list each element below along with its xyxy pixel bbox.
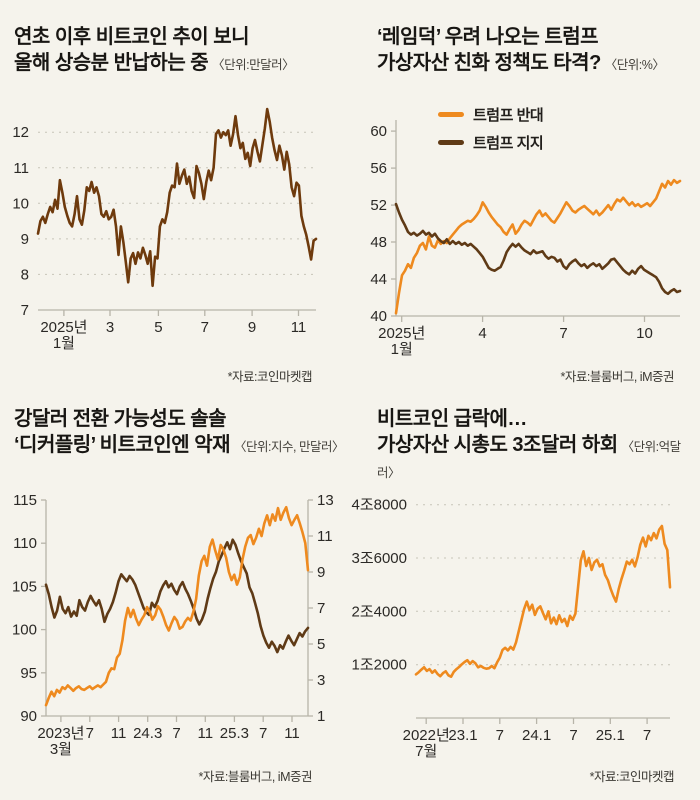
svg-text:1월: 1월 xyxy=(391,341,413,358)
svg-text:23.1: 23.1 xyxy=(448,727,477,744)
svg-text:3조6000: 3조6000 xyxy=(351,550,407,567)
source-label: *자료:블룸버그, iM증권 xyxy=(560,370,675,384)
svg-text:100: 100 xyxy=(12,622,37,639)
svg-text:4: 4 xyxy=(478,325,486,342)
svg-text:7: 7 xyxy=(569,727,577,744)
svg-text:48: 48 xyxy=(370,234,387,251)
panel-dollar-vs-btc: 강달러 전환 가능성도 솔솔 ‘디커플링’ 비트코인엔 악재 〈단위:지수, 만달… xyxy=(0,400,350,800)
title-line-1: 연초 이후 비트코인 추이 보니 xyxy=(14,26,250,48)
svg-text:10: 10 xyxy=(636,325,653,342)
legend: 트럼프 반대 트럼프 지지 xyxy=(438,104,544,153)
svg-text:7: 7 xyxy=(21,302,29,319)
chart-title: 연초 이후 비트코인 추이 보니 올해 상승분 반납하는 중 〈단위:만달러〉 xyxy=(0,0,350,88)
svg-text:7: 7 xyxy=(643,727,651,744)
title-line-2: 가상자산 시총도 3조달러 하회 〈단위:억달러〉 xyxy=(377,434,681,480)
svg-text:52: 52 xyxy=(370,197,387,214)
orange-line-swatch xyxy=(438,112,464,117)
svg-text:24.3: 24.3 xyxy=(133,725,162,742)
svg-text:2023년: 2023년 xyxy=(37,725,84,742)
chart-title: 강달러 전환 가능성도 솔솔 ‘디커플링’ 비트코인엔 악재 〈단위:지수, 만달… xyxy=(0,400,350,488)
svg-text:5: 5 xyxy=(317,636,325,653)
svg-text:9: 9 xyxy=(317,564,325,581)
svg-text:60: 60 xyxy=(370,123,387,140)
svg-text:7월: 7월 xyxy=(415,743,437,760)
title-line-2: ‘디커플링’ 비트코인엔 악재 〈단위:지수, 만달러〉 xyxy=(14,434,344,456)
unit-label: 〈단위:%〉 xyxy=(604,58,665,72)
svg-text:11: 11 xyxy=(291,319,307,336)
svg-text:11: 11 xyxy=(13,160,29,177)
svg-text:95: 95 xyxy=(20,665,37,682)
svg-text:13: 13 xyxy=(317,492,334,509)
svg-text:5: 5 xyxy=(154,319,162,336)
svg-text:24.1: 24.1 xyxy=(522,727,551,744)
svg-text:3: 3 xyxy=(106,319,114,336)
svg-text:2022년: 2022년 xyxy=(403,727,450,744)
svg-text:7: 7 xyxy=(172,725,180,742)
svg-text:11: 11 xyxy=(198,725,214,742)
source-label: *자료:코인마켓캡 xyxy=(589,770,675,784)
svg-text:9: 9 xyxy=(21,231,29,248)
svg-text:3: 3 xyxy=(317,672,325,689)
svg-text:25.3: 25.3 xyxy=(220,725,249,742)
svg-text:44: 44 xyxy=(370,271,387,288)
chart-title: 비트코인 급락에… 가상자산 시총도 3조달러 하회 〈단위:억달러〉 xyxy=(350,400,700,488)
svg-text:11: 11 xyxy=(284,725,300,742)
source-label: *자료:블룸버그, iM증권 xyxy=(198,770,313,784)
svg-text:110: 110 xyxy=(13,535,37,552)
svg-text:4조8000: 4조8000 xyxy=(351,497,407,514)
svg-text:2025년: 2025년 xyxy=(378,325,425,342)
svg-text:25.1: 25.1 xyxy=(596,727,625,744)
legend-label: 트럼프 지지 xyxy=(473,135,544,152)
svg-text:56: 56 xyxy=(370,160,387,177)
panel-crypto-marketcap: 비트코인 급락에… 가상자산 시총도 3조달러 하회 〈단위:억달러〉 4조800… xyxy=(350,400,700,800)
svg-text:9: 9 xyxy=(248,319,256,336)
svg-text:2025년: 2025년 xyxy=(40,319,87,336)
panel-trump-approval: ‘레임덕’ 우려 나오는 트럼프 가상자산 친화 정책도 타격? 〈단위:%〉 트… xyxy=(350,0,700,400)
svg-text:11: 11 xyxy=(111,725,127,742)
svg-text:8: 8 xyxy=(21,266,29,283)
svg-text:7: 7 xyxy=(201,319,209,336)
svg-text:1: 1 xyxy=(317,708,325,725)
title-line-1: ‘레임덕’ 우려 나오는 트럼프 xyxy=(377,26,599,48)
legend-item-oppose: 트럼프 반대 xyxy=(438,104,544,125)
title-line-2: 가상자산 친화 정책도 타격? 〈단위:%〉 xyxy=(377,52,665,74)
title-line-2: 올해 상승분 반납하는 중 〈단위:만달러〉 xyxy=(14,52,295,74)
svg-text:7: 7 xyxy=(259,725,267,742)
unit-label: 〈단위:억달러〉 xyxy=(377,440,681,480)
unit-label: 〈단위:지수, 만달러〉 xyxy=(234,440,344,454)
svg-text:2조4000: 2조4000 xyxy=(351,603,407,620)
title-line-1: 비트코인 급락에… xyxy=(377,408,527,430)
svg-text:7: 7 xyxy=(317,600,325,617)
svg-text:105: 105 xyxy=(12,578,37,595)
svg-text:40: 40 xyxy=(370,308,387,325)
unit-label: 〈단위:만달러〉 xyxy=(212,58,295,72)
brown-line-swatch xyxy=(438,140,464,145)
svg-text:7: 7 xyxy=(559,325,567,342)
svg-text:7: 7 xyxy=(496,727,504,744)
panel-btc-price-2025: 연초 이후 비트코인 추이 보니 올해 상승분 반납하는 중 〈단위:만달러〉 1… xyxy=(0,0,350,400)
svg-text:3월: 3월 xyxy=(50,741,72,758)
chart-title: ‘레임덕’ 우려 나오는 트럼프 가상자산 친화 정책도 타격? 〈단위:%〉 xyxy=(350,0,700,88)
svg-text:115: 115 xyxy=(13,492,37,509)
legend-label: 트럼프 반대 xyxy=(473,107,544,124)
legend-item-support: 트럼프 지지 xyxy=(438,132,544,153)
svg-text:7: 7 xyxy=(86,725,94,742)
svg-text:11: 11 xyxy=(317,528,333,545)
svg-text:12: 12 xyxy=(12,124,29,141)
svg-text:1월: 1월 xyxy=(53,335,75,352)
svg-text:90: 90 xyxy=(20,708,37,725)
svg-text:10: 10 xyxy=(12,195,29,212)
title-line-1: 강달러 전환 가능성도 솔솔 xyxy=(14,408,227,430)
source-label: *자료:코인마켓캡 xyxy=(227,370,313,384)
svg-text:1조2000: 1조2000 xyxy=(351,657,407,674)
